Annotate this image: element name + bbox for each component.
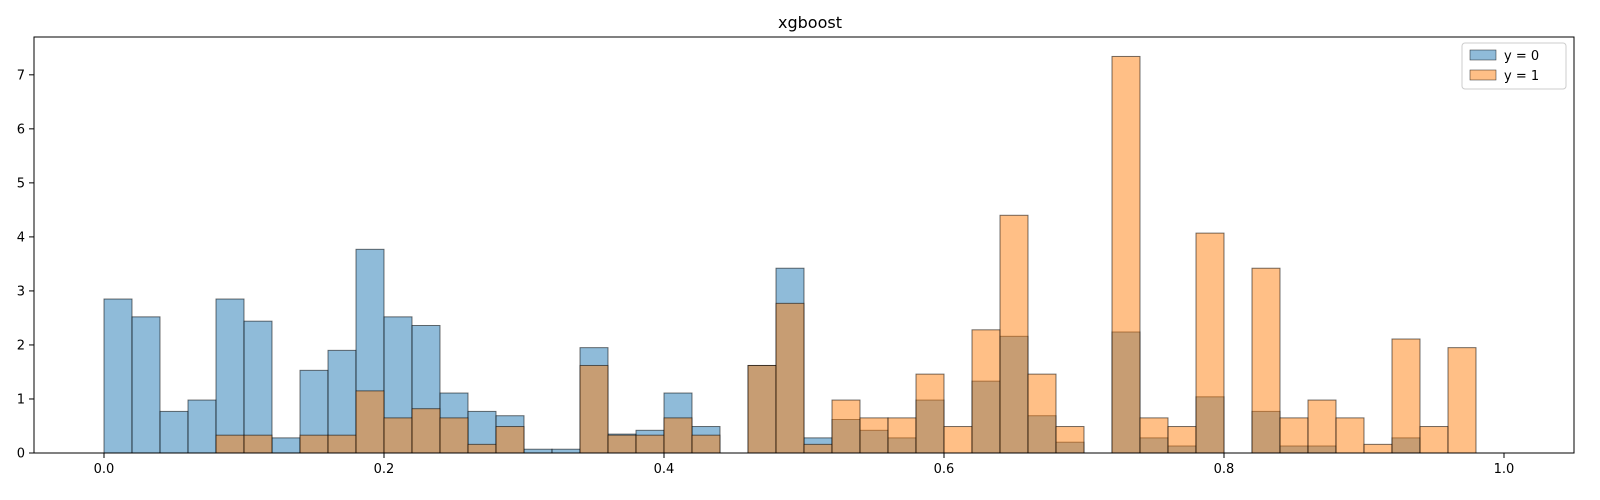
x-tick-label: 0.4 [654,462,675,477]
bar [551,448,581,454]
chart-title: xgboost [778,13,842,32]
bar [1055,426,1085,454]
legend-swatch-y0 [1469,49,1497,61]
bar [327,434,357,454]
y-tick-label: 5 [17,176,25,191]
bar [999,214,1029,454]
bar [523,448,553,454]
bar [243,434,273,454]
bar [663,417,693,454]
bar [943,426,973,454]
bar [859,417,889,454]
y-tick-label: 1 [17,392,25,407]
y-tick-label: 7 [17,68,25,83]
bar [1363,443,1393,454]
bar [411,408,441,454]
bar [215,298,245,454]
bars-layer [103,55,1477,454]
bar [607,434,637,454]
bar [747,364,777,454]
bar [1447,347,1477,454]
bar [383,417,413,454]
bar [915,373,945,454]
bar [1251,267,1281,454]
x-tick-label: 0.2 [374,462,395,477]
bar [271,437,301,454]
bar [355,390,385,454]
bar [215,434,245,454]
bar [159,410,189,454]
bar [243,320,273,454]
y-tick-label: 6 [17,122,25,137]
y-axis: 0 1 2 3 4 5 6 7 [17,68,34,462]
legend: y = 0 y = 1 [1461,42,1567,90]
bar [887,417,917,454]
bar [187,399,217,454]
bar [1195,232,1225,454]
x-tick-label: 0.0 [94,462,115,477]
x-axis: 0.0 0.2 0.4 0.6 0.8 1.0 [94,453,1515,477]
bar [103,298,133,454]
bar [467,443,497,454]
bar [1419,426,1449,454]
y-tick-label: 0 [17,447,25,462]
bar [803,443,833,454]
bar [831,399,861,454]
bar [299,434,329,454]
bar [1111,55,1141,454]
bar [1167,426,1197,454]
y-tick-label: 3 [17,284,25,299]
x-tick-label: 1.0 [1494,462,1515,477]
bar [1307,399,1337,454]
bar [1027,373,1057,454]
bar [131,316,161,454]
y-tick-label: 4 [17,230,25,245]
bar [635,434,665,454]
bar [971,329,1001,454]
bar [1279,417,1309,454]
bar [775,302,805,454]
legend-swatch-y1 [1469,69,1497,81]
bar [1391,338,1421,454]
y-tick-label: 2 [17,338,25,353]
plot-frame [33,36,1575,454]
bar [439,417,469,454]
bar [1139,417,1169,454]
bar [579,364,609,454]
legend-label-y1: y = 1 [1504,69,1539,84]
legend-label-y0: y = 0 [1504,49,1539,64]
bar [691,434,721,454]
x-tick-label: 0.6 [934,462,955,477]
bar [495,426,525,454]
bar [1335,417,1365,454]
x-tick-label: 0.8 [1214,462,1235,477]
